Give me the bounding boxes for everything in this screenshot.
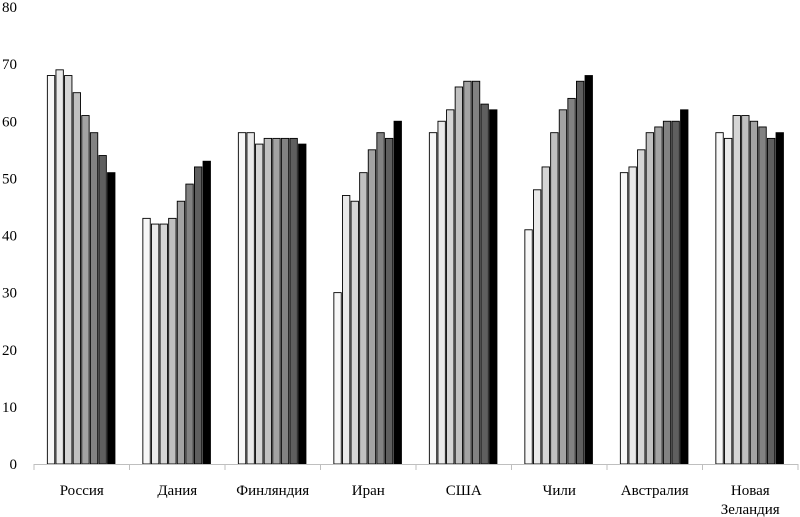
bar-s4-c3 xyxy=(367,149,377,465)
bar-s4-c5 xyxy=(558,109,568,465)
y-tick-label-60: 60 xyxy=(2,114,17,130)
bar-s3-c1 xyxy=(168,217,177,465)
bar-s3-c0 xyxy=(72,92,82,465)
bar-s2-c6 xyxy=(637,149,646,465)
bar-s6-c1 xyxy=(193,166,203,465)
bar-s7-c1 xyxy=(202,160,211,465)
bar-s5-c1 xyxy=(185,183,194,465)
bar-s0-c7 xyxy=(715,132,724,465)
bar-s6-c6 xyxy=(671,120,680,465)
bar-s0-c1 xyxy=(142,217,151,465)
category-label-3: Иран xyxy=(352,483,385,499)
bar-s5-c4 xyxy=(471,80,481,465)
bar-s3-c5 xyxy=(550,132,559,465)
bar-s4-c0 xyxy=(81,115,90,465)
bar-s5-c5 xyxy=(567,97,576,465)
bar-s5-c6 xyxy=(662,120,672,465)
category-label-2: Финляндия xyxy=(236,483,309,499)
bar-s6-c4 xyxy=(480,103,489,465)
bar-s2-c7 xyxy=(732,115,741,465)
category-label-1: Дания xyxy=(157,483,197,499)
bar-s7-c0 xyxy=(107,172,116,465)
bar-s2-c0 xyxy=(64,75,73,465)
bar-s6-c2 xyxy=(289,137,298,465)
bar-s3-c6 xyxy=(645,132,655,465)
bar-s1-c7 xyxy=(724,137,733,465)
bar-s6-c7 xyxy=(767,137,776,465)
x-axis xyxy=(33,464,799,470)
bar-s1-c2 xyxy=(246,132,255,465)
bar-s5-c0 xyxy=(89,132,99,465)
y-tick-label-20: 20 xyxy=(2,343,17,359)
bar-s3-c7 xyxy=(741,115,750,465)
bar-s5-c3 xyxy=(376,132,385,465)
bar-s2-c2 xyxy=(255,143,264,465)
bar-s6-c0 xyxy=(98,155,107,465)
bar-s6-c3 xyxy=(385,137,394,465)
bar-s7-c7 xyxy=(775,132,784,465)
bar-s3-c3 xyxy=(359,172,368,465)
bar-s7-c2 xyxy=(298,143,307,465)
bar-s6-c5 xyxy=(576,80,585,465)
bar-s0-c4 xyxy=(428,132,438,465)
bar-s4-c1 xyxy=(176,200,186,465)
category-label-0: Россия xyxy=(60,483,104,499)
category-label-7: Новая Зеландия xyxy=(721,483,780,517)
y-tick-label-30: 30 xyxy=(2,286,17,302)
bar-s4-c2 xyxy=(272,137,281,465)
y-axis-ticks: 0 10 20 30 40 50 60 70 80 xyxy=(2,0,17,473)
y-tick-label-40: 40 xyxy=(2,229,17,245)
bar-s1-c4 xyxy=(437,120,446,465)
bar-s2-c3 xyxy=(350,200,359,465)
bar-s3-c4 xyxy=(454,86,463,465)
bar-s2-c1 xyxy=(159,223,168,465)
y-tick-label-70: 70 xyxy=(2,57,17,73)
bar-s0-c6 xyxy=(619,172,629,465)
bar-s4-c6 xyxy=(654,126,663,465)
category-label-5: Чили xyxy=(543,483,576,499)
bar-s3-c2 xyxy=(263,137,272,465)
bar-s7-c6 xyxy=(680,109,689,465)
y-tick-label-80: 80 xyxy=(2,0,17,16)
bar-s5-c2 xyxy=(280,137,290,465)
bar-s0-c0 xyxy=(46,75,56,465)
bar-s2-c5 xyxy=(541,166,550,465)
y-tick-label-0: 0 xyxy=(10,457,18,473)
bar-s4-c4 xyxy=(463,80,472,465)
bar-s7-c4 xyxy=(489,109,498,465)
category-label-4: США xyxy=(446,483,482,499)
bar-s0-c2 xyxy=(237,132,247,465)
bar-s2-c4 xyxy=(446,109,455,465)
bar-s1-c3 xyxy=(342,195,351,465)
bar-s7-c3 xyxy=(393,120,402,465)
y-tick-label-10: 10 xyxy=(2,400,17,416)
bar-s4-c7 xyxy=(749,120,759,465)
bar-s1-c0 xyxy=(55,69,64,465)
bar-s0-c3 xyxy=(333,292,342,465)
bar-s1-c5 xyxy=(533,189,542,465)
bar-s5-c7 xyxy=(758,126,767,465)
category-label-6: Австралия xyxy=(621,483,689,499)
bars-layer xyxy=(46,69,784,465)
bar-s7-c5 xyxy=(584,75,593,465)
category-labels: Россия Дания Финляндия Иран США Чили Австралия… xyxy=(60,483,780,517)
y-tick-label-50: 50 xyxy=(2,171,17,187)
bar-s1-c6 xyxy=(628,166,637,465)
bar-s1-c1 xyxy=(150,223,160,465)
bar-s0-c5 xyxy=(524,229,533,465)
